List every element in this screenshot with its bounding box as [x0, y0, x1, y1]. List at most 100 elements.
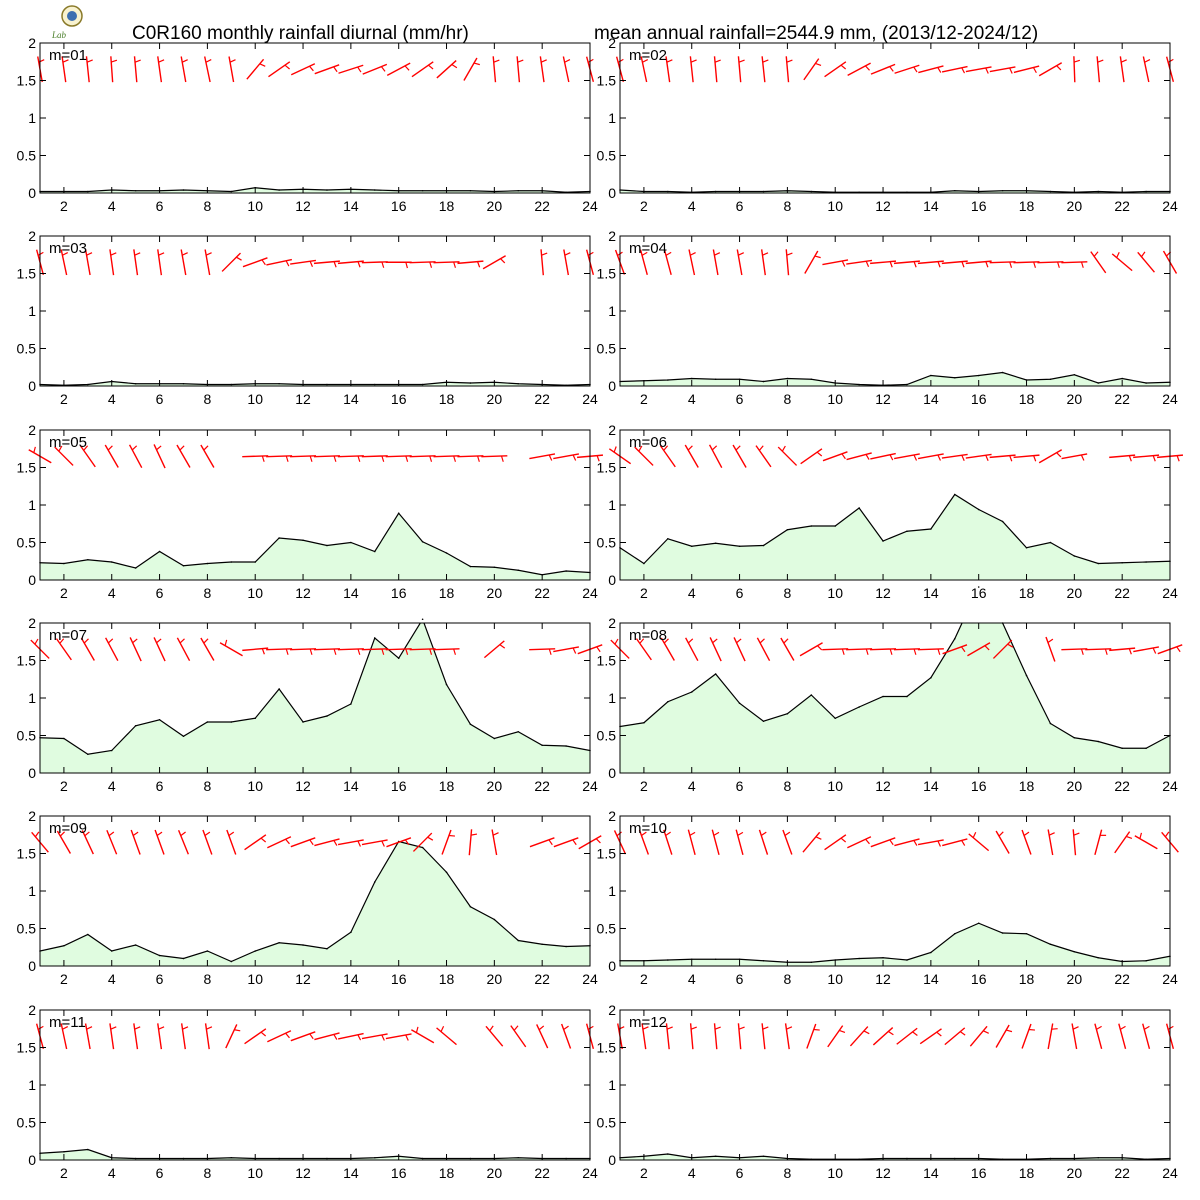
barb-shaft	[385, 455, 412, 458]
barb-feather	[540, 59, 547, 63]
x-tick-label: 18	[1019, 778, 1035, 794]
barb-feather	[815, 62, 822, 67]
barb-feather	[357, 455, 361, 462]
x-tick-label: 16	[971, 391, 987, 407]
rain-point	[810, 190, 813, 193]
barb-feather	[489, 1025, 494, 1032]
barb-shaft	[153, 444, 166, 469]
wind-barb	[481, 455, 508, 462]
x-tick-label: 4	[108, 1165, 116, 1181]
rain-point	[541, 943, 543, 946]
wind-barb	[969, 1025, 989, 1047]
rain-point	[230, 190, 233, 193]
wind-barb	[1037, 261, 1064, 268]
wind-barb	[1061, 453, 1088, 461]
barb-shaft	[756, 637, 771, 662]
x-tick-label: 24	[1162, 198, 1178, 214]
barb-shaft	[1109, 647, 1136, 652]
x-tick-label: 10	[247, 198, 263, 214]
wind-barb	[56, 830, 72, 854]
barb-shaft	[635, 638, 652, 661]
barb-feather	[1116, 251, 1120, 258]
wind-barb	[204, 56, 212, 83]
panel-label: m=07	[49, 627, 87, 644]
barb-shaft	[918, 65, 944, 74]
panel-8: 00.511.522 4 6 8 10 12 14 16 18 20 22 24m=08	[597, 586, 1183, 794]
rain-point	[1097, 382, 1100, 384]
rain-point	[206, 721, 209, 723]
wind-barb	[1038, 449, 1063, 464]
barb-shaft	[785, 56, 790, 83]
rain-point	[326, 947, 328, 950]
barb-shaft	[242, 455, 269, 458]
barb-feather	[260, 837, 267, 843]
panel-label: m=11	[49, 1014, 86, 1031]
y-tick-label: 0	[28, 572, 36, 588]
wind-barb	[386, 62, 411, 76]
wind-barb	[822, 648, 849, 655]
barb-feather	[985, 67, 989, 74]
rain-point	[397, 657, 400, 660]
rain-point	[1049, 541, 1052, 544]
x-tick-label: 16	[391, 1165, 407, 1181]
y-tick-label: 0.5	[17, 1115, 37, 1131]
rain-point	[882, 956, 884, 959]
rain-point	[1049, 190, 1052, 193]
panel-3: 00.511.522 4 6 8 10 12 14 16 18 20 22 24m=03	[17, 228, 598, 407]
barb-shaft	[737, 1023, 742, 1050]
y-tick-label: 1.5	[597, 460, 617, 476]
barb-feather	[786, 1026, 793, 1030]
barb-feather	[714, 252, 721, 256]
wind-barb	[457, 455, 484, 462]
rain-point	[667, 959, 669, 961]
wind-barb	[409, 455, 436, 462]
wind-barb	[894, 838, 920, 847]
barb-feather	[1152, 647, 1157, 654]
rain-point	[565, 570, 567, 572]
barb-feather	[572, 454, 577, 461]
figure-title-left: C0R160 monthly rainfall diurnal (mm/hr)	[132, 23, 469, 44]
barb-feather	[738, 59, 745, 63]
rain-point	[326, 383, 328, 386]
wind-barb	[918, 65, 944, 74]
barb-feather	[663, 445, 669, 451]
x-tick-label: 18	[439, 971, 455, 987]
panel-label: m=09	[49, 820, 87, 837]
rain-point	[134, 382, 137, 385]
barb-feather	[1167, 1025, 1174, 1030]
wind-barb	[337, 260, 364, 268]
wind-barb	[385, 455, 412, 462]
wind-barb	[81, 830, 94, 855]
barb-feather	[470, 833, 478, 836]
barb-feather	[1176, 455, 1180, 462]
barb-feather	[158, 1026, 165, 1030]
rain-point	[326, 189, 328, 191]
x-tick-label: 24	[582, 391, 598, 407]
wind-barb	[822, 259, 849, 267]
barb-shaft	[1134, 835, 1158, 850]
barb-feather	[548, 648, 552, 655]
wind-barb	[540, 249, 548, 276]
barb-feather	[1093, 251, 1099, 257]
x-tick-label: 8	[783, 585, 791, 601]
wind-barb	[1061, 648, 1088, 655]
x-tick-label: 22	[534, 198, 550, 214]
panel-frame	[619, 1009, 1171, 1161]
wind-barb	[55, 638, 72, 661]
rain-point	[469, 723, 472, 726]
barb-shaft	[268, 61, 291, 78]
panel-1: 00.511.522 4 6 8 10 12 14 16 18 20 22 24m=01	[17, 35, 598, 214]
barb-shaft	[154, 829, 165, 855]
barb-feather	[865, 261, 870, 268]
rain-point	[254, 561, 257, 563]
barb-shaft	[799, 642, 823, 657]
x-tick-label: 18	[1019, 971, 1035, 987]
wind-barb	[290, 1031, 316, 1042]
rain-point	[786, 377, 789, 380]
wind-barb	[492, 56, 500, 83]
y-tick-label: 1	[608, 497, 616, 513]
barb-feather	[937, 67, 942, 73]
wind-barb	[204, 249, 212, 276]
x-tick-label: 14	[343, 1165, 359, 1181]
barb-shaft	[784, 1023, 790, 1050]
